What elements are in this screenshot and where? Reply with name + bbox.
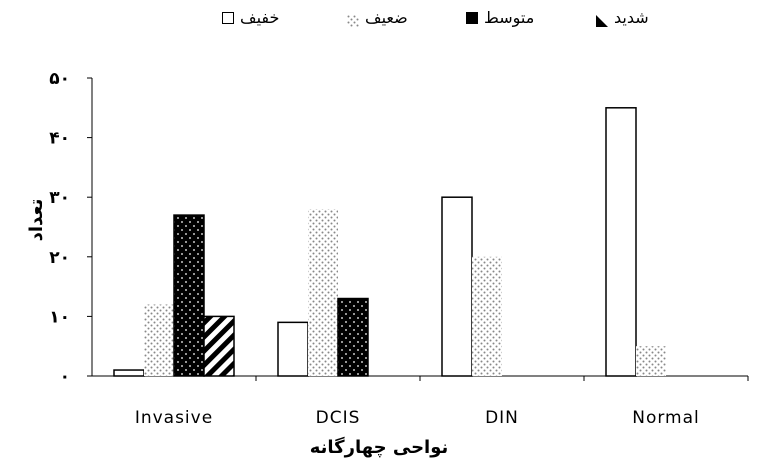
bar [605, 107, 637, 377]
y-axis-title: تعداد [25, 198, 47, 242]
dotted-box-icon [347, 12, 359, 27]
legend-label: متوسط [484, 8, 535, 27]
legend-item-mild: خفیف [222, 8, 279, 27]
legend-item-weak: ضعیف [347, 8, 408, 27]
bar [144, 304, 174, 376]
bar [277, 321, 309, 377]
bar [308, 209, 338, 376]
x-tick-label: Normal [632, 408, 700, 428]
x-tick-label: DCIS [316, 408, 361, 428]
diagonal-box-icon [596, 12, 608, 27]
black-box-icon [466, 11, 478, 24]
x-axis-title: نواحی چهارگانه [309, 437, 449, 458]
legend-label: شدید [614, 8, 649, 27]
y-tick-label: ۴۰ [49, 129, 70, 149]
y-tick-label: ۲۰ [49, 248, 70, 268]
chart-labels: ۰ ۱۰ ۲۰ ۳۰ ۴۰ ۵۰ Invasive DCIS DIN Normal [49, 69, 700, 428]
y-tick-label: ۰ [60, 367, 70, 387]
white-box-icon [222, 11, 234, 24]
chart-bars [113, 107, 666, 377]
y-tick-label: ۱۰ [49, 307, 70, 327]
x-tick-label: Invasive [135, 408, 213, 428]
bar [113, 369, 145, 377]
bar [636, 346, 666, 376]
bar [173, 214, 205, 377]
x-tick-label: DIN [485, 408, 519, 428]
legend: خفیف ضعیف متوسط شدید [0, 8, 758, 38]
legend-item-severe: شدید [596, 8, 649, 27]
y-tick-label: ۵۰ [49, 69, 70, 89]
legend-label: ضعیف [365, 8, 408, 27]
bar [441, 196, 473, 377]
bar [472, 256, 502, 376]
y-tick-label: ۳۰ [49, 188, 70, 208]
bar [337, 297, 369, 377]
legend-label: خفیف [240, 8, 280, 27]
legend-item-moderate: متوسط [466, 8, 534, 27]
bar [203, 315, 235, 377]
